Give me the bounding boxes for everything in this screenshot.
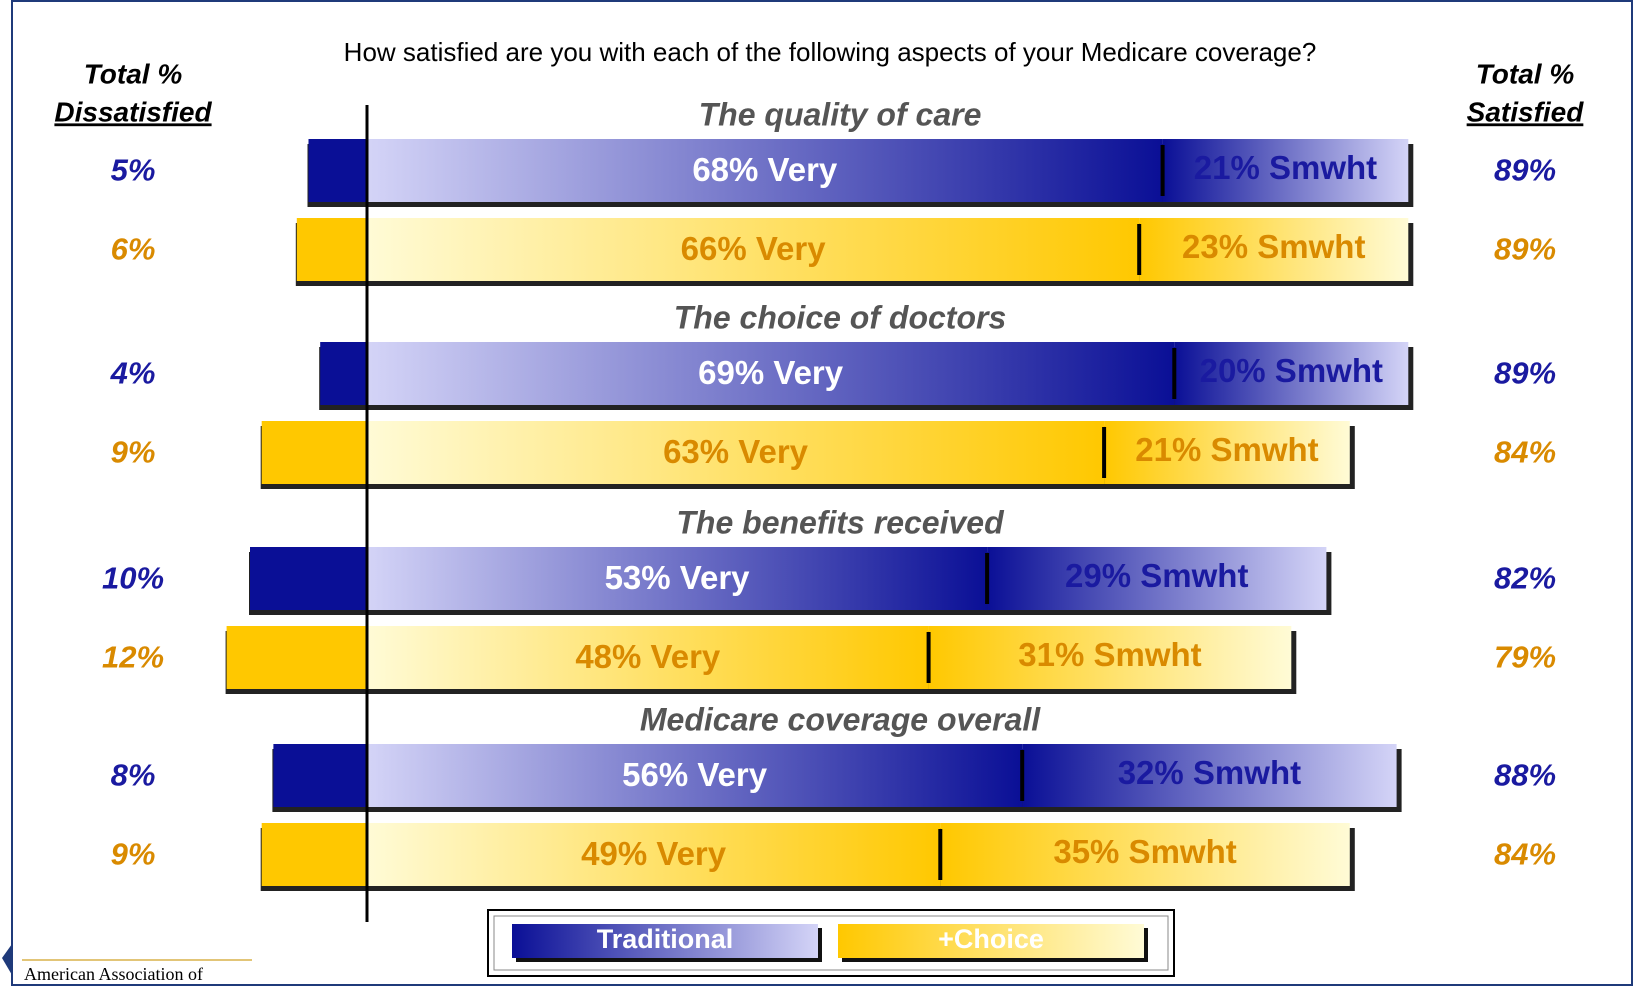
somewhat-label: 32% Smwht (1118, 754, 1301, 791)
dissatisfied-bar (250, 547, 367, 610)
very-bar (367, 547, 988, 610)
logo-icon (2, 944, 12, 975)
dissatisfied-bar (226, 626, 367, 689)
very-bar (367, 139, 1163, 202)
dissatisfied-label: 4% (110, 356, 156, 391)
somewhat-bar (1022, 744, 1397, 807)
very-label: 63% Very (663, 433, 809, 470)
group-label: The choice of doctors (674, 299, 1006, 335)
somewhat-label: 31% Smwht (1018, 636, 1201, 673)
very-label: 66% Very (681, 230, 827, 267)
somewhat-bar (987, 547, 1327, 610)
somewhat-bar (1139, 218, 1409, 281)
very-label: 69% Very (698, 354, 844, 391)
dissatisfied-label: 10% (102, 561, 164, 596)
satisfied-label: 89% (1494, 356, 1556, 391)
somewhat-label: 23% Smwht (1182, 228, 1365, 265)
dissatisfied-label: 12% (102, 640, 164, 675)
very-bar (367, 744, 1023, 807)
somewhat-bar (940, 823, 1350, 886)
dissatisfied-label: 9% (111, 837, 156, 872)
right-header: Total % (1476, 58, 1575, 89)
satisfied-label: 84% (1494, 435, 1556, 470)
dissatisfied-label: 9% (111, 435, 156, 470)
group-label: Medicare coverage overall (640, 701, 1041, 737)
dissatisfied-label: 8% (111, 758, 156, 793)
logo: American Association of (2, 944, 252, 984)
somewhat-bar (1104, 421, 1350, 484)
legend-label: Traditional (597, 924, 734, 954)
group-label: The benefits received (676, 504, 1005, 540)
legend-swatch (512, 924, 818, 958)
very-label: 68% Very (692, 151, 838, 188)
legend-box-inner (493, 915, 1169, 971)
somewhat-bar (1174, 342, 1409, 405)
very-label: 53% Very (605, 559, 751, 596)
logo-text: American Association of (24, 964, 203, 984)
somewhat-bar (928, 626, 1292, 689)
very-bar (367, 823, 941, 886)
very-label: 48% Very (575, 638, 721, 675)
frame (11, 0, 1633, 986)
dissatisfied-bar (320, 342, 367, 405)
dissatisfied-label: 6% (111, 232, 156, 267)
satisfied-label: 88% (1494, 758, 1556, 793)
somewhat-label: 21% Smwht (1135, 431, 1318, 468)
somewhat-label: 29% Smwht (1065, 557, 1248, 594)
somewhat-label: 20% Smwht (1200, 352, 1383, 389)
very-bar (367, 342, 1175, 405)
very-bar (367, 421, 1105, 484)
dissatisfied-bar (261, 421, 367, 484)
satisfied-label: 89% (1494, 232, 1556, 267)
satisfied-label: 84% (1494, 837, 1556, 872)
left-header: Dissatisfied (54, 96, 212, 127)
satisfied-label: 82% (1494, 561, 1556, 596)
dissatisfied-bar (261, 823, 367, 886)
very-bar (367, 218, 1140, 281)
dissatisfied-bar (308, 139, 367, 202)
legend-label: +Choice (938, 924, 1044, 954)
somewhat-label: 21% Smwht (1194, 149, 1377, 186)
legend-swatch (838, 924, 1144, 958)
dissatisfied-bar (273, 744, 367, 807)
right-header: Satisfied (1467, 96, 1585, 127)
somewhat-label: 35% Smwht (1053, 833, 1236, 870)
somewhat-bar (1162, 139, 1409, 202)
satisfied-label: 79% (1494, 640, 1556, 675)
left-header: Total % (84, 58, 183, 89)
very-label: 49% Very (581, 835, 727, 872)
very-label: 56% Very (622, 756, 768, 793)
chart-title: How satisfied are you with each of the f… (344, 37, 1317, 67)
satisfied-label: 89% (1494, 153, 1556, 188)
very-bar (367, 626, 929, 689)
group-label: The quality of care (699, 96, 982, 132)
dissatisfied-bar (296, 218, 367, 281)
dissatisfied-label: 5% (111, 153, 156, 188)
